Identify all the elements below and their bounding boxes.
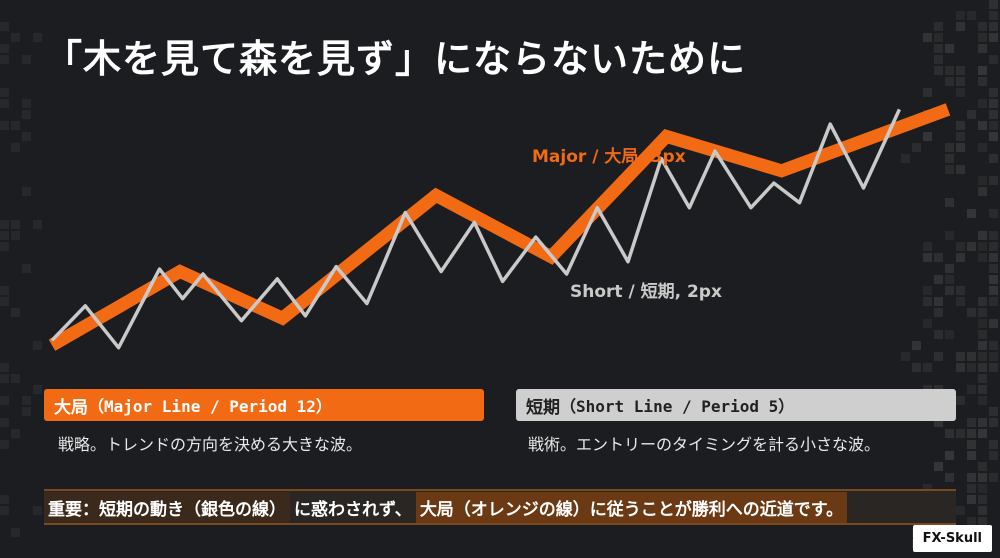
pixel-square bbox=[989, 407, 998, 416]
pixel-square bbox=[11, 429, 20, 438]
pixel-square bbox=[978, 506, 987, 515]
pixel-square bbox=[978, 495, 987, 504]
pixel-square bbox=[978, 418, 987, 427]
pixel-square bbox=[33, 506, 42, 515]
pixel-square bbox=[967, 440, 976, 449]
pixel-square bbox=[978, 484, 987, 493]
pixel-square bbox=[0, 506, 9, 515]
pixel-square bbox=[989, 440, 998, 449]
pixel-square bbox=[0, 418, 9, 427]
pixel-square bbox=[0, 396, 9, 405]
pixel-square bbox=[0, 440, 9, 449]
major-box-title: 大局 bbox=[54, 397, 88, 418]
pixel-square bbox=[967, 495, 976, 504]
pixel-square bbox=[956, 429, 965, 438]
pixel-square bbox=[967, 473, 976, 482]
banner-highlight-major: 大局（オレンジの線）に従うことが勝利への近道です。 bbox=[415, 491, 848, 523]
pixel-square bbox=[11, 528, 20, 537]
short-line-label: Short / 短期, 2px bbox=[570, 282, 722, 302]
pixel-square bbox=[989, 473, 998, 482]
pixel-square bbox=[967, 418, 976, 427]
pixel-square bbox=[967, 451, 976, 460]
key-message-banner: 重要：短期の動き（銀色の線） に惑わされず、 大局（オレンジの線）に従うことが勝… bbox=[44, 489, 956, 525]
pixel-square bbox=[0, 495, 9, 504]
brand-logo: FX-Skull bbox=[912, 525, 992, 552]
short-box-title: 短期 bbox=[526, 397, 560, 418]
pixel-square bbox=[989, 418, 998, 427]
pixel-square bbox=[956, 396, 965, 405]
pixel-square bbox=[945, 429, 954, 438]
pixel-square bbox=[967, 484, 976, 493]
pixel-square bbox=[978, 385, 987, 394]
short-box-subtitle: （Short Line / Period 5） bbox=[560, 397, 795, 416]
pixel-square bbox=[978, 473, 987, 482]
pixel-square bbox=[934, 462, 943, 471]
page-title: 「木を見て森を見ず」にならないために bbox=[44, 37, 747, 81]
pixel-square bbox=[978, 429, 987, 438]
major-box-subtitle: （Major Line / Period 12） bbox=[88, 397, 332, 416]
trend-line-chart bbox=[48, 103, 951, 351]
major-trend-line bbox=[48, 103, 951, 351]
short-trend-line bbox=[50, 108, 901, 350]
pixel-square bbox=[967, 429, 976, 438]
pixel-square bbox=[945, 451, 954, 460]
short-line-box: 短期 （Short Line / Period 5） bbox=[516, 389, 956, 421]
pixel-square bbox=[956, 506, 965, 515]
major-line-box: 大局 （Major Line / Period 12） bbox=[44, 389, 484, 421]
banner-connector: に惑わされず、 bbox=[294, 499, 412, 520]
pixel-square bbox=[33, 385, 42, 394]
pixel-square bbox=[22, 396, 31, 405]
short-line-description: 戦術。エントリーのタイミングを計る小さな波。 bbox=[528, 435, 881, 454]
major-line-description: 戦略。トレンドの方向を決める大きな波。 bbox=[58, 435, 363, 454]
banner-highlight-short: 重要：短期の動き（銀色の線） bbox=[44, 491, 290, 523]
major-line-label: Major / 大局, 3px bbox=[532, 147, 686, 167]
pixel-square bbox=[978, 396, 987, 405]
pixel-square bbox=[22, 407, 31, 416]
pixel-square bbox=[967, 385, 976, 394]
pixel-square bbox=[989, 451, 998, 460]
pixel-square bbox=[978, 462, 987, 471]
pixel-square bbox=[945, 473, 954, 482]
